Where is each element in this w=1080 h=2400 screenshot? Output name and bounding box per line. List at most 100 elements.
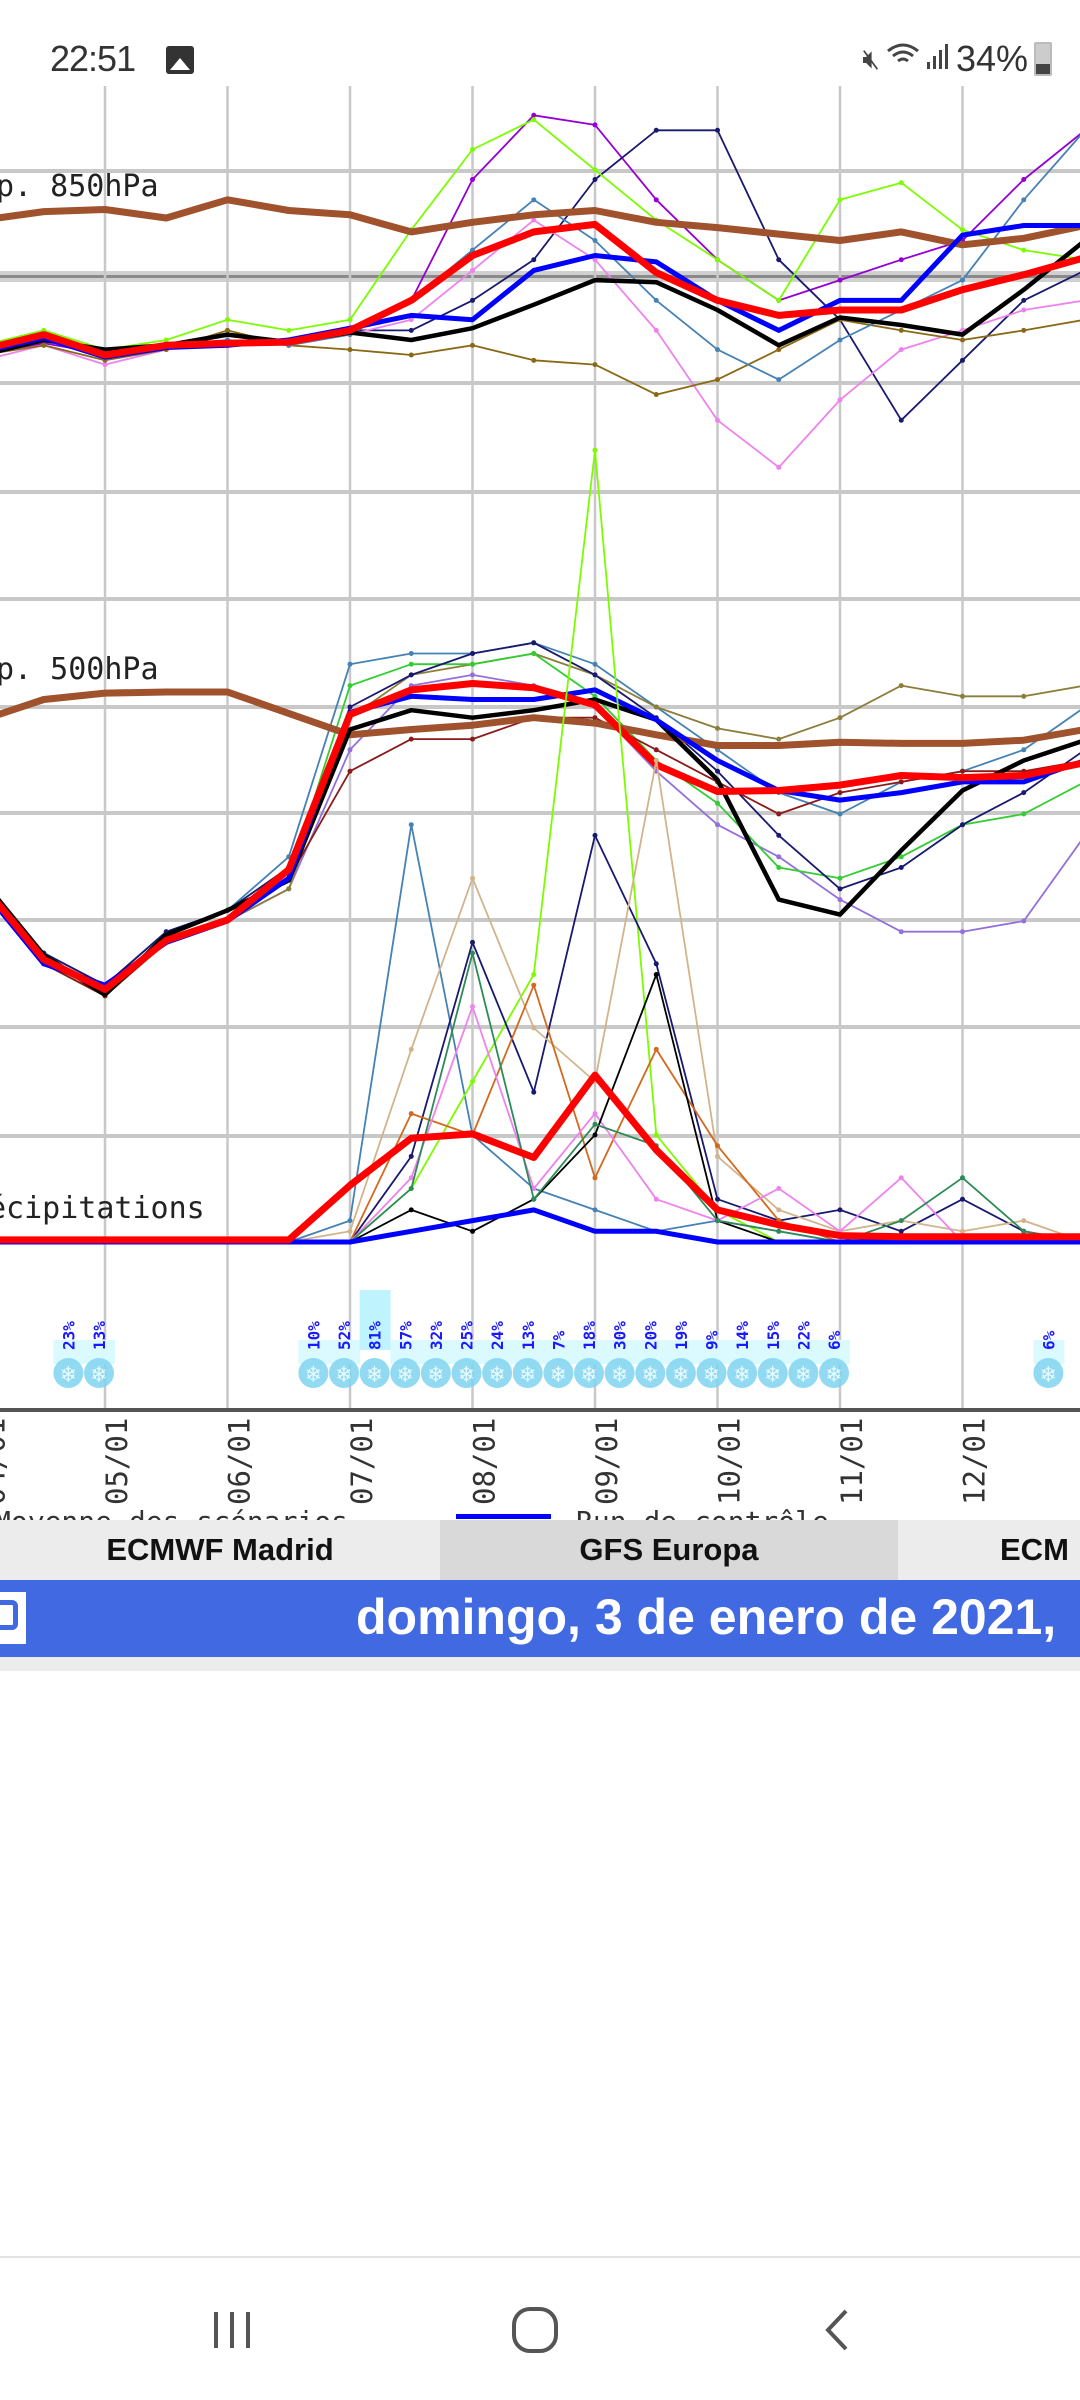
svg-text:❄: ❄ [766,1360,781,1388]
legend-label-mean: Moyenne des scénarios [0,1505,348,1520]
data-point [531,972,537,977]
snowflake-icon: ❄ [482,1358,513,1388]
data-point [470,267,475,273]
snow-probability-label: 81% [366,1321,385,1350]
deterministic-run-line [0,241,1080,354]
data-point [653,1046,659,1052]
snow-probability-label: 19% [672,1321,691,1350]
data-point [960,357,965,363]
data-point [470,651,475,656]
snow-probability-label: 15% [764,1321,783,1350]
snowflake-icon: ❄ [696,1358,727,1388]
data-point [347,347,353,353]
data-point [776,347,782,353]
svg-text:❄: ❄ [612,1360,627,1388]
wifi-icon [886,42,920,77]
data-point [408,1186,414,1191]
data-point [408,1046,414,1052]
status-bar: 22:51 🔇︎ 34% [0,0,1080,86]
data-point [592,715,598,721]
snowflake-icon: ❄ [1033,1358,1064,1388]
data-point [837,790,843,796]
data-point [347,1228,353,1234]
data-point [347,317,353,323]
data-point [286,886,292,892]
snow-probability-label: 6% [825,1330,844,1350]
data-point [470,672,475,678]
data-point [347,661,353,667]
data-point [776,854,782,860]
data-point [470,939,475,945]
data-point [592,661,598,667]
data-point [531,1025,537,1031]
data-point [653,197,659,203]
data-point [898,1218,904,1224]
data-point [715,822,720,828]
data-point [898,865,904,870]
snow-probability-label: 10% [304,1321,323,1350]
battery-icon [1034,42,1052,76]
data-point [531,257,537,263]
back-button[interactable] [806,2300,870,2360]
data-point [653,704,659,710]
data-point [592,447,598,453]
data-point [592,1207,598,1213]
data-point [470,1004,475,1010]
data-point [898,683,904,689]
data-point [408,661,414,667]
svg-text:❄: ❄ [306,1360,321,1388]
data-point [531,1186,537,1191]
data-point [715,1153,720,1159]
data-point [592,672,598,678]
chat-icon[interactable] [0,1592,26,1644]
data-point [715,1196,720,1202]
svg-text:❄: ❄ [337,1360,352,1388]
data-point [898,257,904,263]
snowflake-icon: ❄ [574,1358,604,1388]
data-point [41,342,47,348]
mute-vibrate-icon: 🔇︎ [862,42,880,74]
recents-button[interactable] [200,2300,264,2360]
data-point [347,1218,353,1224]
gallery-icon [166,46,194,74]
climatology-line [0,196,1080,249]
snowflake-icon: ❄ [665,1358,696,1388]
tab-ecmwf-other[interactable]: ECM [898,1520,1080,1580]
snow-probability-label: 13% [519,1321,538,1350]
signal-icon [926,42,950,77]
data-point [837,875,843,881]
data-point [898,417,904,423]
data-point [470,736,475,742]
data-point [470,147,475,153]
data-point [1021,307,1027,313]
tab-gfs-europa[interactable]: GFS Europa [440,1520,898,1580]
data-point [715,725,720,731]
nav-divider [0,2256,1080,2258]
snow-probability-label: 32% [427,1321,446,1350]
data-point [470,1079,475,1084]
deterministic-run-line [0,697,1080,998]
panel-label: p. 850hPa [0,169,159,204]
data-point [592,167,598,173]
snow-probability-label: 13% [90,1321,109,1350]
data-point [225,327,230,333]
data-point [715,347,720,353]
data-point [960,1228,965,1234]
data-point [960,337,965,343]
data-point [470,297,475,303]
snowflake-icon: ❄ [757,1358,788,1388]
panel-1 [0,640,1080,999]
data-point [1021,176,1027,182]
data-point [592,1175,598,1181]
tab-ecmwf-madrid[interactable]: ECMWF Madrid [0,1520,440,1580]
data-point [408,672,414,678]
snowflake-icon: ❄ [329,1358,359,1388]
ensemble-member-line [0,449,1080,1243]
home-button[interactable] [503,2300,567,2360]
data-point [960,768,965,774]
data-point [531,982,537,988]
status-icons: 🔇︎ 34% [862,38,1052,80]
snowflake-icon: ❄ [635,1358,666,1388]
data-point [1021,790,1027,796]
data-point [837,811,843,817]
